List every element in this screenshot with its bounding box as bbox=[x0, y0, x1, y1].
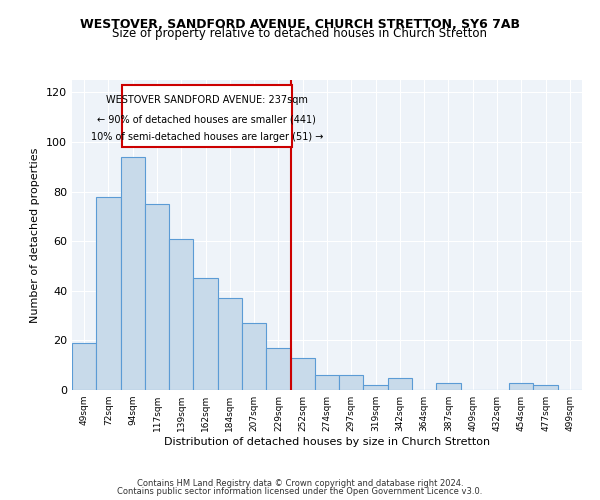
FancyBboxPatch shape bbox=[122, 85, 292, 147]
Text: 10% of semi-detached houses are larger (51) →: 10% of semi-detached houses are larger (… bbox=[91, 132, 323, 142]
Bar bbox=[96, 196, 121, 390]
Text: Contains public sector information licensed under the Open Government Licence v3: Contains public sector information licen… bbox=[118, 487, 482, 496]
Bar bbox=[364, 385, 388, 390]
Bar bbox=[509, 382, 533, 390]
Bar bbox=[533, 385, 558, 390]
Bar bbox=[193, 278, 218, 390]
Text: Size of property relative to detached houses in Church Stretton: Size of property relative to detached ho… bbox=[113, 28, 487, 40]
Bar bbox=[145, 204, 169, 390]
Bar bbox=[218, 298, 242, 390]
X-axis label: Distribution of detached houses by size in Church Stretton: Distribution of detached houses by size … bbox=[164, 437, 490, 447]
Bar bbox=[315, 375, 339, 390]
Bar bbox=[121, 157, 145, 390]
Text: Contains HM Land Registry data © Crown copyright and database right 2024.: Contains HM Land Registry data © Crown c… bbox=[137, 478, 463, 488]
Bar bbox=[169, 238, 193, 390]
Bar bbox=[290, 358, 315, 390]
Y-axis label: Number of detached properties: Number of detached properties bbox=[31, 148, 40, 322]
Bar bbox=[266, 348, 290, 390]
Text: WESTOVER SANDFORD AVENUE: 237sqm: WESTOVER SANDFORD AVENUE: 237sqm bbox=[106, 95, 308, 105]
Bar bbox=[72, 343, 96, 390]
Bar bbox=[388, 378, 412, 390]
Text: ← 90% of detached houses are smaller (441): ← 90% of detached houses are smaller (44… bbox=[97, 114, 316, 124]
Bar bbox=[339, 375, 364, 390]
Text: WESTOVER, SANDFORD AVENUE, CHURCH STRETTON, SY6 7AB: WESTOVER, SANDFORD AVENUE, CHURCH STRETT… bbox=[80, 18, 520, 30]
Bar bbox=[242, 323, 266, 390]
Bar bbox=[436, 382, 461, 390]
